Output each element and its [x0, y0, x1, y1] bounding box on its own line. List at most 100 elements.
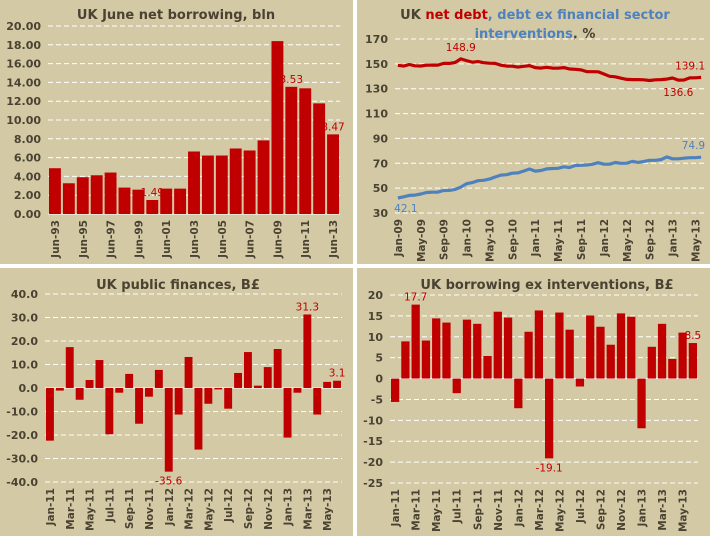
bar-Feb-12: [174, 388, 183, 415]
y-tick-label: -5: [371, 393, 383, 406]
data-label: 17.7: [404, 292, 427, 304]
bar-Aug-11: [462, 319, 472, 379]
public-finances-chart: UK public finances, B£ -40.0 -30.0 -20.0 -1…: [6, 278, 346, 531]
bar-Apr-13: [668, 358, 677, 379]
bar-Jul-11: [105, 388, 114, 435]
x-tick-label: May-11: [431, 489, 443, 532]
bar-Oct-11: [135, 388, 143, 424]
bar-May-12: [555, 312, 564, 379]
x-tick-label: May-09: [416, 219, 428, 262]
y-tick-label: 10: [368, 331, 384, 344]
x-tick-label: Sep-10: [507, 219, 519, 260]
chart-panel-public-finances: UK public finances, B£ -40.0 -30.0 -20.0 -1…: [0, 268, 353, 536]
bar-May-11: [432, 318, 441, 379]
x-tick-label: Jan-13: [283, 488, 295, 526]
data-label: 31.3: [296, 301, 319, 313]
title-debt-ex-cont: interventions: [475, 27, 574, 42]
bar-Jan-12: [514, 378, 523, 409]
chart-title-line1: UK net debt, debt ex financial sector: [400, 8, 670, 23]
y-tick-label: 50: [373, 182, 389, 195]
series-line-0: [397, 57, 702, 83]
bar-Jun-03: [188, 151, 200, 214]
y-tick-label: 10.0: [11, 359, 38, 372]
y-tick-label: 10.00: [6, 114, 41, 127]
x-tick-label: Jun-03: [189, 220, 201, 259]
x-tick-label: Jan-11: [390, 489, 402, 527]
x-tick-label: Jul-11: [104, 488, 116, 523]
y-tick-label: -30.0: [6, 453, 38, 466]
data-label: 3.53: [280, 74, 303, 86]
x-tick-label: Jan-12: [513, 489, 525, 527]
bar-Jul-11: [452, 378, 461, 394]
y-tick-label: 30: [373, 207, 389, 220]
y-tick-label: 170: [365, 33, 388, 46]
bar-Nov-12: [263, 367, 272, 388]
x-tick-label: Sep-11: [124, 488, 136, 529]
x-tick-label: Mar-11: [65, 488, 77, 530]
bar-Feb-11: [401, 341, 410, 379]
net-debt-chart: UK net debt, debt ex financial sector in…: [365, 8, 705, 262]
y-tick-label: 90: [373, 132, 389, 145]
x-tick-label: Sep-12: [595, 489, 607, 530]
bar-Apr-12: [545, 378, 554, 459]
bar-Jan-13: [637, 378, 646, 429]
y-tick-label: 8.00: [14, 133, 41, 146]
bar-Jun-97: [104, 172, 117, 214]
bar-Jun-13: [333, 380, 341, 388]
bar-Jun-11: [299, 88, 312, 214]
x-tick-label: Jun-05: [217, 220, 229, 259]
y-tick-label: 130: [365, 83, 388, 96]
x-tick-label: May-10: [484, 219, 496, 262]
data-label: 139.1: [675, 60, 705, 72]
bar-Jun-06: [229, 148, 242, 214]
bar-May-12: [204, 388, 213, 404]
bar-Mar-12: [184, 356, 193, 388]
x-tick-label: Jan-11: [45, 488, 57, 526]
title-net-debt: net debt: [425, 8, 487, 23]
title-debt-ex: debt ex financial sector: [497, 8, 670, 23]
bar-Oct-11: [483, 355, 492, 379]
y-tick-label: 0: [375, 373, 383, 386]
x-tick-label: Sep-09: [439, 219, 451, 260]
data-label: 74.9: [682, 140, 705, 152]
data-label: 3.1: [329, 368, 346, 380]
y-tick-label: -10: [363, 414, 383, 427]
bar-Jun-99: [132, 189, 145, 214]
x-tick-label: Sep-11: [472, 489, 484, 530]
bar-Jan-13: [283, 388, 292, 438]
y-tick-label: 30.0: [11, 312, 38, 325]
bar-Mar-11: [411, 304, 420, 379]
data-label: -35.6: [155, 476, 182, 488]
y-tick-label: 5: [375, 352, 383, 365]
bar-Apr-11: [421, 340, 431, 379]
data-label: 8.5: [685, 330, 702, 342]
x-tick-label: Mar-13: [657, 489, 669, 531]
bar-Jun-98: [118, 187, 131, 214]
y-tick-label: 2.00: [14, 189, 41, 202]
bar-Sep-11: [473, 323, 482, 379]
y-tick-label: 110: [365, 108, 388, 121]
title-suffix: , %: [573, 27, 596, 42]
bar-Sep-12: [244, 352, 252, 388]
x-tick-label: Nov-12: [263, 488, 275, 530]
chart-title: UK borrowing ex interventions, B£: [420, 278, 673, 293]
y-tick-label: 40.0: [11, 288, 38, 301]
bar-Mar-11: [65, 347, 74, 388]
x-tick-label: Jan-13: [637, 489, 649, 527]
bar-Jun-95: [76, 177, 89, 214]
x-tick-label: May-13: [322, 488, 334, 531]
bar-Jan-11: [46, 388, 54, 441]
x-tick-label: Jul-12: [575, 489, 587, 524]
x-tick-label: May-11: [553, 219, 565, 262]
bar-Jun-01: [160, 188, 173, 214]
y-tick-label: -20: [363, 456, 383, 469]
y-tick-label: -20.0: [6, 429, 38, 442]
x-tick-label: Jan-12: [164, 488, 176, 526]
chart-panel-net-debt: UK net debt, debt ex financial sector in…: [357, 0, 710, 264]
x-tick-label: Jun-97: [106, 220, 118, 259]
y-tick-label: 6.00: [14, 152, 41, 165]
x-tick-label: Jul-12: [223, 488, 235, 523]
bar-Mar-13: [657, 323, 667, 379]
bar-Mar-12: [534, 310, 543, 379]
chart-title: UK June net borrowing, bln: [77, 8, 275, 23]
